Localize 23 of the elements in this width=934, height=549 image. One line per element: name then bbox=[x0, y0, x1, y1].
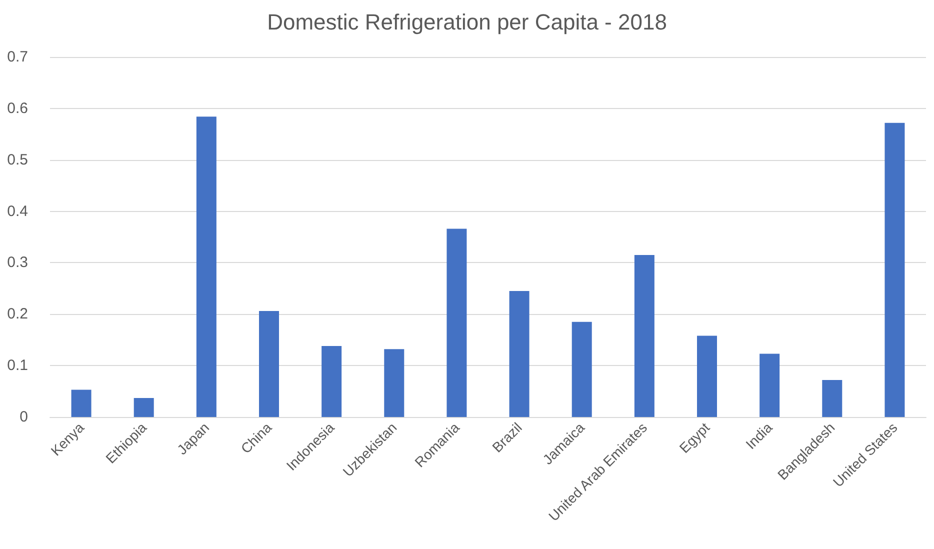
y-tick-label: 0.6 bbox=[7, 100, 28, 117]
y-tick-label: 0.5 bbox=[7, 151, 28, 168]
bar bbox=[760, 354, 780, 417]
bar bbox=[572, 322, 592, 417]
bar bbox=[384, 349, 404, 417]
bar bbox=[196, 116, 216, 417]
y-tick-label: 0.3 bbox=[7, 254, 28, 272]
y-tick-label: 0.4 bbox=[7, 202, 28, 220]
bar bbox=[822, 380, 842, 417]
bar bbox=[884, 122, 905, 417]
bar bbox=[634, 255, 654, 417]
bar bbox=[134, 398, 154, 417]
y-tick-label: 0 bbox=[20, 408, 28, 426]
bar bbox=[509, 291, 530, 417]
y-tick-label: 0.2 bbox=[7, 306, 28, 323]
bar bbox=[446, 228, 467, 417]
bar bbox=[259, 311, 279, 417]
bar bbox=[322, 346, 342, 417]
y-tick-label: 0.1 bbox=[7, 357, 28, 374]
chart-title: Domestic Refrigeration per Capita - 2018 bbox=[267, 10, 667, 34]
bar bbox=[71, 390, 92, 417]
y-tick-label: 0.7 bbox=[7, 48, 28, 66]
bar bbox=[697, 336, 717, 417]
